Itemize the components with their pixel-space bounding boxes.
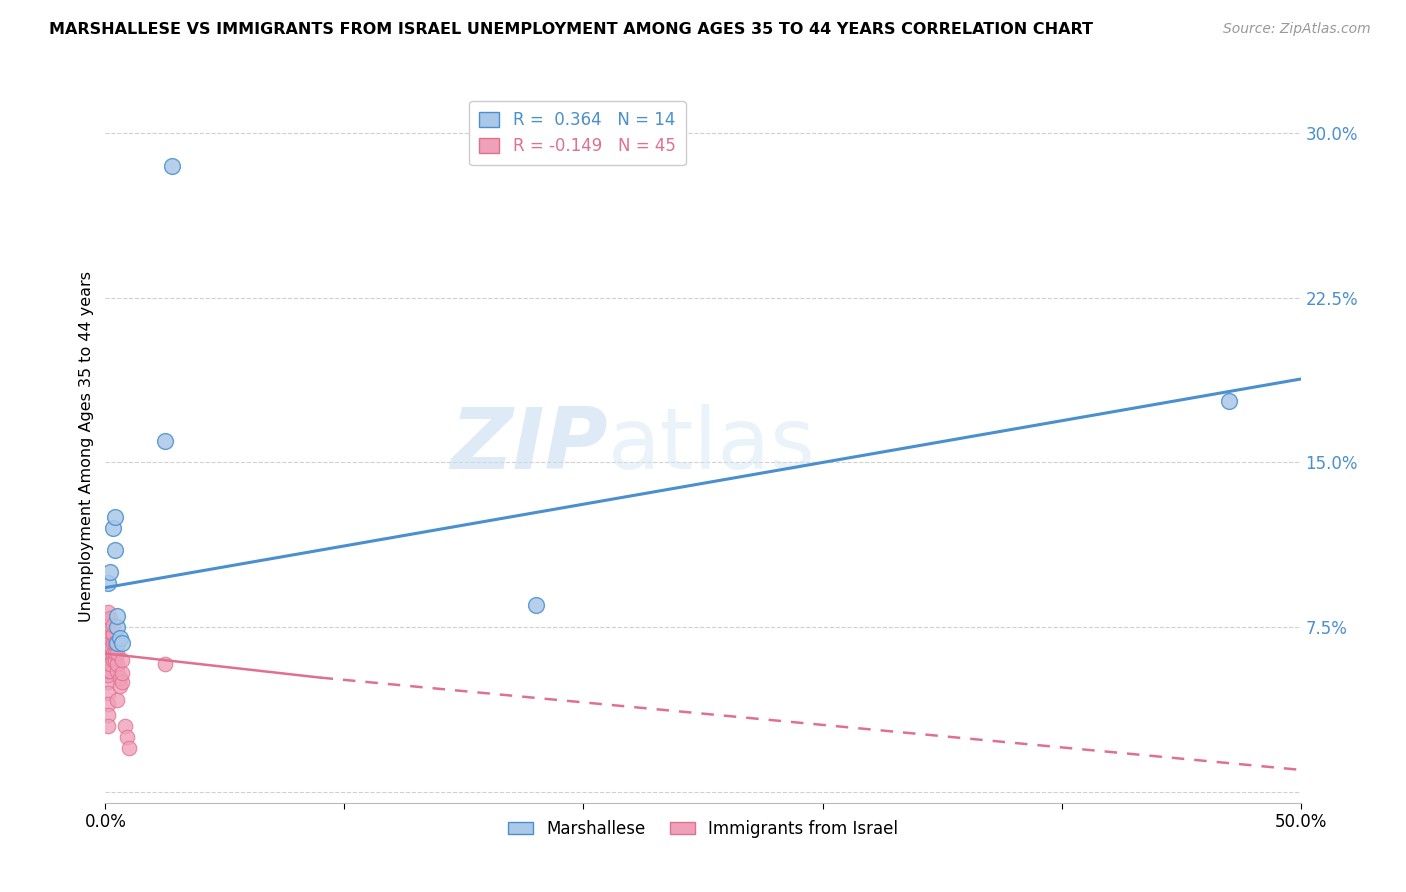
Point — [104, 647, 127, 661]
Point — [524, 598, 547, 612]
Point — [97, 626, 120, 640]
Point — [107, 620, 129, 634]
Point — [107, 635, 129, 649]
Point — [104, 510, 127, 524]
Y-axis label: Unemployment Among Ages 35 to 44 years: Unemployment Among Ages 35 to 44 years — [79, 270, 94, 622]
Point — [162, 159, 184, 173]
Point — [97, 620, 120, 634]
Point — [97, 719, 120, 733]
Point — [98, 611, 121, 625]
Point — [107, 664, 129, 678]
Point — [97, 647, 120, 661]
Point — [101, 626, 124, 640]
Point — [107, 609, 129, 624]
Point — [101, 647, 124, 661]
Point — [97, 664, 120, 678]
Point — [98, 638, 121, 652]
Point — [97, 708, 120, 723]
Point — [107, 657, 129, 672]
Point — [97, 657, 120, 672]
Point — [98, 618, 121, 632]
Point — [1218, 394, 1240, 409]
Point — [97, 614, 120, 628]
Point — [101, 635, 124, 649]
Text: atlas: atlas — [607, 404, 815, 488]
Point — [114, 719, 136, 733]
Point — [97, 686, 120, 700]
Point — [104, 653, 127, 667]
Point — [97, 653, 120, 667]
Point — [153, 657, 177, 672]
Point — [108, 671, 131, 685]
Text: ZIP: ZIP — [450, 404, 607, 488]
Point — [97, 635, 120, 649]
Point — [104, 543, 127, 558]
Point — [97, 605, 120, 619]
Point — [108, 631, 131, 645]
Point — [104, 635, 127, 649]
Point — [97, 576, 120, 591]
Point — [107, 692, 129, 706]
Point — [118, 740, 141, 755]
Point — [111, 653, 134, 667]
Point — [107, 647, 129, 661]
Point — [111, 666, 134, 681]
Point — [98, 647, 121, 661]
Point — [97, 668, 120, 682]
Point — [97, 697, 120, 711]
Point — [153, 434, 177, 448]
Point — [98, 653, 121, 667]
Point — [98, 566, 121, 580]
Point — [98, 624, 121, 639]
Point — [98, 631, 121, 645]
Legend: Marshallese, Immigrants from Israel: Marshallese, Immigrants from Israel — [501, 814, 905, 845]
Point — [98, 664, 121, 678]
Point — [111, 635, 134, 649]
Point — [108, 680, 131, 694]
Point — [98, 657, 121, 672]
Point — [115, 730, 138, 744]
Point — [101, 618, 124, 632]
Text: MARSHALLESE VS IMMIGRANTS FROM ISRAEL UNEMPLOYMENT AMONG AGES 35 TO 44 YEARS COR: MARSHALLESE VS IMMIGRANTS FROM ISRAEL UN… — [49, 22, 1094, 37]
Point — [101, 521, 124, 535]
Point — [97, 675, 120, 690]
Point — [101, 653, 124, 667]
Text: Source: ZipAtlas.com: Source: ZipAtlas.com — [1223, 22, 1371, 37]
Point — [111, 675, 134, 690]
